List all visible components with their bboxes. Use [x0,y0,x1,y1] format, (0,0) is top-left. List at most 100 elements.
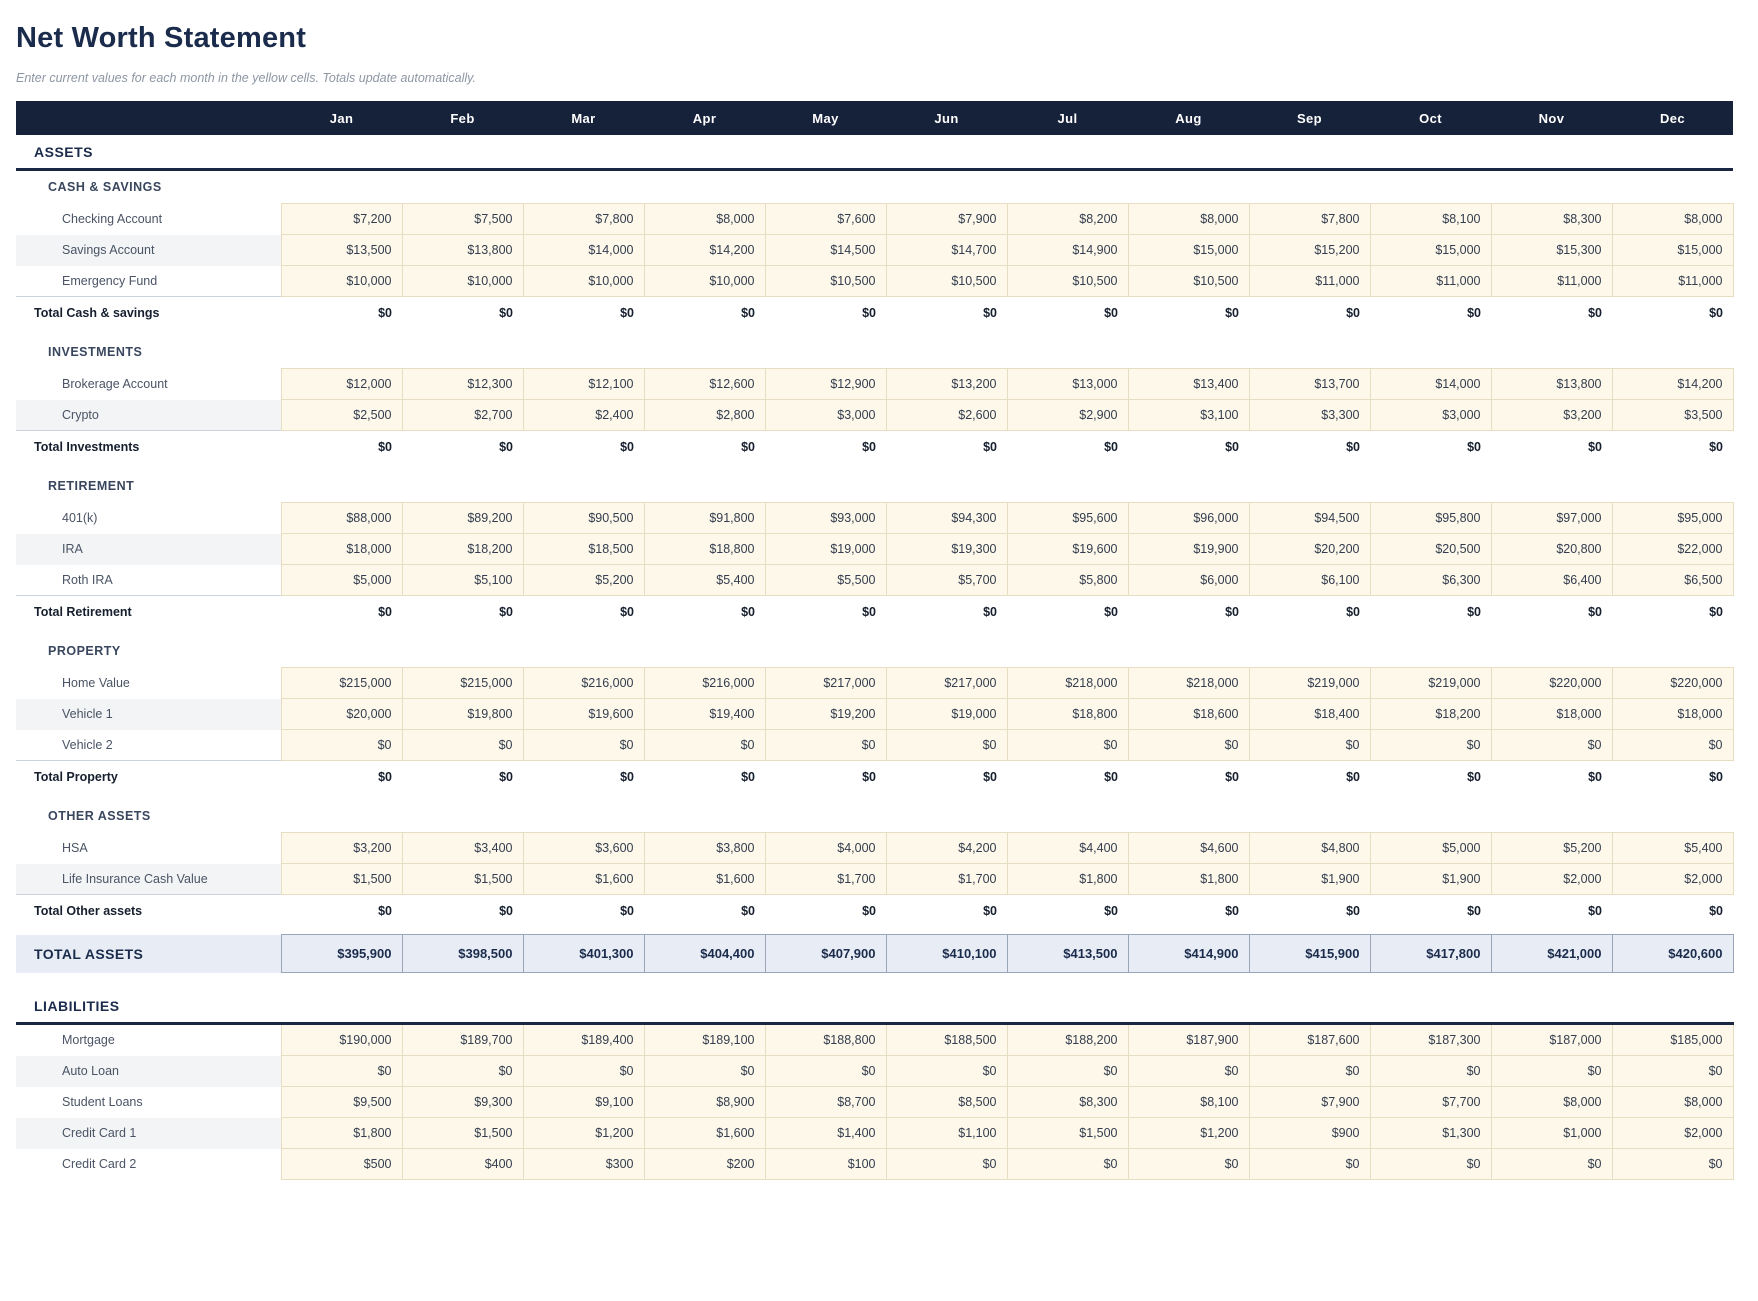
input-cell[interactable]: $88,000 [280,502,403,534]
input-cell[interactable]: $8,100 [1369,203,1492,235]
input-cell[interactable]: $7,500 [401,203,524,235]
input-cell[interactable]: $95,600 [1006,502,1129,534]
input-cell[interactable]: $3,400 [401,832,524,864]
input-cell[interactable]: $9,500 [280,1086,403,1118]
input-cell[interactable]: $19,600 [522,698,645,730]
input-cell[interactable]: $10,500 [885,265,1008,297]
input-cell[interactable]: $1,600 [522,863,645,895]
input-cell[interactable]: $12,600 [643,368,766,400]
input-cell[interactable]: $2,000 [1611,1117,1734,1149]
input-cell[interactable]: $189,100 [643,1023,766,1056]
input-cell[interactable]: $3,200 [1490,399,1613,431]
input-cell[interactable]: $1,200 [522,1117,645,1149]
input-cell[interactable]: $95,800 [1369,502,1492,534]
input-cell[interactable]: $96,000 [1127,502,1250,534]
input-cell[interactable]: $18,800 [1006,698,1129,730]
input-cell[interactable]: $91,800 [643,502,766,534]
input-cell[interactable]: $0 [522,1055,645,1087]
input-cell[interactable]: $15,000 [1611,234,1734,266]
input-cell[interactable]: $0 [280,729,403,761]
input-cell[interactable]: $1,400 [764,1117,887,1149]
input-cell[interactable]: $13,800 [1490,368,1613,400]
input-cell[interactable]: $0 [1248,1055,1371,1087]
input-cell[interactable]: $12,900 [764,368,887,400]
input-cell[interactable]: $1,800 [280,1117,403,1149]
input-cell[interactable]: $4,000 [764,832,887,864]
input-cell[interactable]: $5,200 [522,564,645,596]
input-cell[interactable]: $1,300 [1369,1117,1492,1149]
input-cell[interactable]: $95,000 [1611,502,1734,534]
input-cell[interactable]: $10,500 [1006,265,1129,297]
input-cell[interactable]: $215,000 [280,667,403,699]
input-cell[interactable]: $20,200 [1248,533,1371,565]
input-cell[interactable]: $11,000 [1369,265,1492,297]
input-cell[interactable]: $10,000 [280,265,403,297]
input-cell[interactable]: $19,000 [885,698,1008,730]
input-cell[interactable]: $18,000 [280,533,403,565]
input-cell[interactable]: $20,000 [280,698,403,730]
input-cell[interactable]: $100 [764,1148,887,1180]
input-cell[interactable]: $20,800 [1490,533,1613,565]
input-cell[interactable]: $2,400 [522,399,645,431]
input-cell[interactable]: $7,700 [1369,1086,1492,1118]
input-cell[interactable]: $90,500 [522,502,645,534]
input-cell[interactable]: $10,000 [401,265,524,297]
input-cell[interactable]: $0 [1490,729,1613,761]
input-cell[interactable]: $0 [1611,729,1734,761]
input-cell[interactable]: $190,000 [280,1023,403,1056]
input-cell[interactable]: $12,100 [522,368,645,400]
input-cell[interactable]: $3,100 [1127,399,1250,431]
input-cell[interactable]: $0 [764,729,887,761]
input-cell[interactable]: $8,000 [1490,1086,1613,1118]
input-cell[interactable]: $2,500 [280,399,403,431]
input-cell[interactable]: $0 [1369,729,1492,761]
input-cell[interactable]: $18,200 [401,533,524,565]
input-cell[interactable]: $3,500 [1611,399,1734,431]
input-cell[interactable]: $18,000 [1611,698,1734,730]
input-cell[interactable]: $1,800 [1006,863,1129,895]
input-cell[interactable]: $7,600 [764,203,887,235]
input-cell[interactable]: $8,500 [885,1086,1008,1118]
input-cell[interactable]: $10,000 [522,265,645,297]
input-cell[interactable]: $6,100 [1248,564,1371,596]
input-cell[interactable]: $6,500 [1611,564,1734,596]
input-cell[interactable]: $18,200 [1369,698,1492,730]
input-cell[interactable]: $13,400 [1127,368,1250,400]
input-cell[interactable]: $6,400 [1490,564,1613,596]
input-cell[interactable]: $0 [1369,1148,1492,1180]
input-cell[interactable]: $7,800 [1248,203,1371,235]
input-cell[interactable]: $216,000 [522,667,645,699]
input-cell[interactable]: $0 [1369,1055,1492,1087]
input-cell[interactable]: $19,300 [885,533,1008,565]
input-cell[interactable]: $18,600 [1127,698,1250,730]
input-cell[interactable]: $18,800 [643,533,766,565]
input-cell[interactable]: $10,500 [764,265,887,297]
input-cell[interactable]: $4,200 [885,832,1008,864]
input-cell[interactable]: $4,800 [1248,832,1371,864]
input-cell[interactable]: $8,300 [1006,1086,1129,1118]
input-cell[interactable]: $15,000 [1369,234,1492,266]
input-cell[interactable]: $3,000 [764,399,887,431]
input-cell[interactable]: $19,800 [401,698,524,730]
input-cell[interactable]: $10,500 [1127,265,1250,297]
input-cell[interactable]: $14,200 [1611,368,1734,400]
input-cell[interactable]: $22,000 [1611,533,1734,565]
input-cell[interactable]: $300 [522,1148,645,1180]
input-cell[interactable]: $0 [522,729,645,761]
input-cell[interactable]: $188,800 [764,1023,887,1056]
input-cell[interactable]: $18,400 [1248,698,1371,730]
input-cell[interactable]: $220,000 [1611,667,1734,699]
input-cell[interactable]: $4,600 [1127,832,1250,864]
input-cell[interactable]: $0 [643,1055,766,1087]
input-cell[interactable]: $0 [1490,1148,1613,1180]
input-cell[interactable]: $0 [401,729,524,761]
input-cell[interactable]: $0 [401,1055,524,1087]
input-cell[interactable]: $189,700 [401,1023,524,1056]
input-cell[interactable]: $11,000 [1490,265,1613,297]
input-cell[interactable]: $19,900 [1127,533,1250,565]
input-cell[interactable]: $187,600 [1248,1023,1371,1056]
input-cell[interactable]: $0 [885,1055,1008,1087]
input-cell[interactable]: $8,000 [1611,1086,1734,1118]
input-cell[interactable]: $1,700 [885,863,1008,895]
input-cell[interactable]: $18,000 [1490,698,1613,730]
